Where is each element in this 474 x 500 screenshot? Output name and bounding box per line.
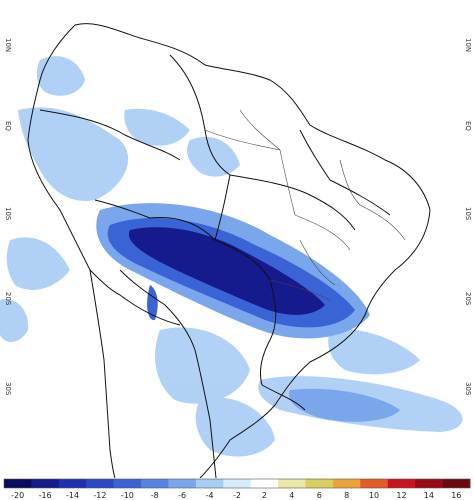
country-borders	[27, 23, 431, 478]
legend-swatch	[305, 479, 334, 488]
legend-tick-label: -12	[93, 491, 106, 500]
legend-swatch	[278, 479, 307, 488]
legend-frame	[3, 478, 471, 489]
legend-swatch	[442, 479, 471, 488]
legend-tick-label: 14	[424, 491, 434, 500]
legend-tick-label: -16	[39, 491, 52, 500]
light-anomaly-patches	[0, 56, 463, 457]
legend-swatch	[387, 479, 416, 488]
legend-tick-label: 4	[289, 491, 294, 500]
lat-labels-right: 10N EQ 10S 20S 30S	[464, 38, 472, 396]
legend-swatch	[195, 479, 224, 488]
legend-tick-label: -20	[11, 491, 24, 500]
color-legend: -20 -16 -14 -12 -10 -8 -6 -4 -2 2 4 6 8 10 12 14 16	[3, 478, 471, 500]
legend-swatch	[31, 479, 60, 488]
lat-label: EQ	[464, 121, 472, 131]
legend-tick-label: -4	[206, 491, 214, 500]
legend-tick-label: -6	[178, 491, 186, 500]
legend-swatch	[58, 479, 87, 488]
legend-tick-label: -10	[121, 491, 134, 500]
lat-label: EQ	[4, 121, 12, 131]
legend-swatch	[360, 479, 389, 488]
lat-label: 10S	[4, 207, 12, 221]
lat-label: 30S	[4, 382, 12, 396]
legend-swatch	[223, 479, 252, 488]
legend-swatch	[86, 479, 115, 488]
legend-tick-label: 8	[344, 491, 349, 500]
very-strong-anomaly-patches	[128, 227, 325, 315]
lat-label: 20S	[4, 292, 12, 306]
legend-swatch	[168, 479, 197, 488]
legend-tick-label: -14	[66, 491, 79, 500]
lat-label: 10S	[464, 207, 472, 221]
lat-labels-left: 10N EQ 10S 20S 30S	[4, 38, 12, 396]
lat-label: 10N	[464, 38, 472, 52]
legend-swatch	[113, 479, 142, 488]
legend-tick-label: 16	[451, 491, 461, 500]
legend-tick-label: 10	[369, 491, 379, 500]
legend-tick-label: 2	[262, 491, 267, 500]
legend-swatch	[415, 479, 444, 488]
legend-swatch	[250, 479, 279, 488]
legend-tick-label: 6	[317, 491, 322, 500]
legend-swatch	[141, 479, 169, 488]
state-borders	[204, 109, 406, 301]
lat-label: 10N	[4, 38, 12, 52]
legend-tick-label: -8	[151, 491, 159, 500]
legend-tick-label: 12	[396, 491, 406, 500]
legend-swatch	[4, 479, 32, 488]
lat-label: 30S	[464, 382, 472, 396]
precipitation-anomaly-map: 10N EQ 10S 20S 30S 10N EQ 10S 20S 30S	[0, 23, 472, 478]
legend-swatch	[332, 479, 361, 488]
legend-tick-label: -2	[233, 491, 241, 500]
lat-label: 20S	[464, 292, 472, 306]
